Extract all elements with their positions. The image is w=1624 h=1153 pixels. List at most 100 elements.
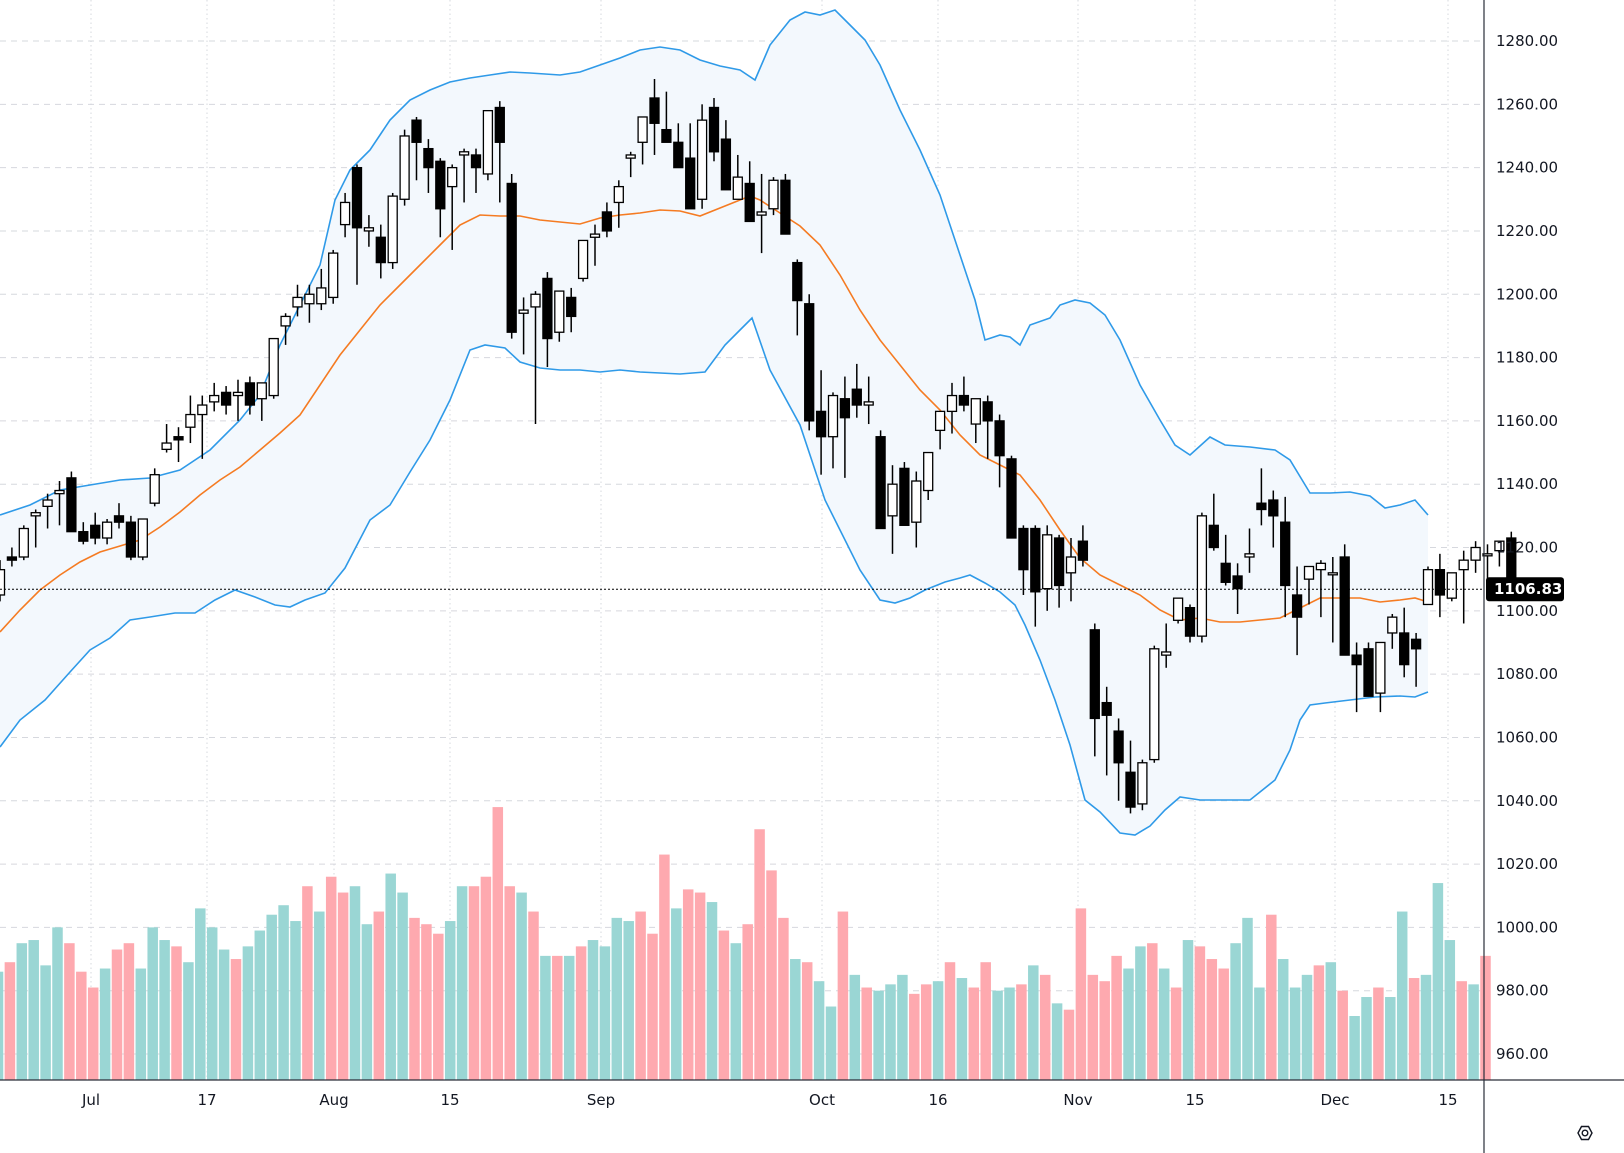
price-axis-label: 1000.00 <box>1496 918 1558 936</box>
candle <box>518 297 529 355</box>
candle <box>1399 607 1410 678</box>
bollinger-upper-band <box>0 9 1429 516</box>
volume-bar <box>433 933 444 1080</box>
volume-bar <box>16 943 28 1080</box>
candle <box>1244 528 1255 573</box>
candle <box>1113 718 1124 801</box>
volume-bar <box>1337 990 1348 1080</box>
volume-bar <box>28 940 39 1080</box>
volume-bar <box>87 987 99 1080</box>
price-axis-label: 1240.00 <box>1496 159 1558 177</box>
candle <box>744 161 755 223</box>
volume-bar <box>992 990 1003 1080</box>
time-axis[interactable]: Jul 17 Aug 15 Sep Oct 16 Nov 15 Dec 15 <box>81 1091 1458 1109</box>
candle <box>101 519 113 545</box>
volume-bar <box>718 930 730 1080</box>
candle <box>1125 740 1136 814</box>
time-axis-label: 17 <box>197 1091 216 1109</box>
candle <box>815 370 827 475</box>
time-axis-label: 15 <box>440 1091 459 1109</box>
volume-bar <box>218 949 230 1080</box>
volume-bar <box>623 921 634 1080</box>
volume-bar <box>1004 987 1015 1080</box>
volume-bar <box>944 962 956 1080</box>
volume-bar <box>504 886 515 1080</box>
candle <box>66 471 77 533</box>
candle <box>280 313 291 345</box>
volume-bar <box>575 946 587 1080</box>
candle <box>375 224 386 279</box>
price-axis-label: 1200.00 <box>1496 285 1558 303</box>
candle <box>54 481 65 526</box>
candle <box>78 522 89 545</box>
volume-bar <box>1444 940 1456 1080</box>
candle <box>339 192 351 238</box>
volume-bar <box>1099 981 1110 1080</box>
price-axis-label: 1220.00 <box>1496 222 1558 240</box>
volume-bar <box>1170 987 1182 1080</box>
volume-bar <box>468 886 480 1080</box>
volume-bar <box>4 962 16 1080</box>
volume-bar <box>754 829 765 1080</box>
volume-bar <box>968 987 980 1080</box>
price-axis-label: 1060.00 <box>1496 728 1558 746</box>
candle <box>1375 641 1386 713</box>
candle <box>780 173 791 235</box>
volume-bar <box>40 965 51 1080</box>
candle <box>1018 525 1029 595</box>
candle <box>625 151 636 178</box>
candle <box>613 180 624 228</box>
candle <box>363 215 375 247</box>
price-axis-label: 1260.00 <box>1496 95 1558 113</box>
volume-bar <box>563 955 575 1080</box>
volume-bar <box>552 955 563 1080</box>
candle <box>1494 540 1505 567</box>
candle <box>1303 565 1315 605</box>
candle <box>185 395 196 444</box>
volume-bar <box>444 921 456 1080</box>
volume-bar <box>397 892 408 1080</box>
volume-bar <box>611 917 623 1080</box>
candle <box>685 123 696 210</box>
volume-bar <box>99 968 111 1080</box>
candle <box>1208 493 1219 551</box>
chart-settings-button[interactable] <box>1570 1118 1600 1148</box>
candle <box>328 249 339 304</box>
candle <box>1410 632 1422 687</box>
candle <box>827 392 839 469</box>
volume-bar <box>1218 968 1229 1080</box>
candle <box>1363 642 1374 697</box>
current-price-tag-background <box>1486 577 1564 602</box>
candle <box>982 395 993 459</box>
price-axis[interactable]: 1280.00 1260.00 1240.00 1220.00 1200.00 1180.… <box>1496 32 1558 1063</box>
volume-bar <box>385 873 396 1080</box>
price-axis-label: 980.00 <box>1496 982 1549 1000</box>
candle <box>1327 556 1338 643</box>
volume-bar <box>647 933 658 1080</box>
candle <box>1137 759 1148 811</box>
time-axis-label: 15 <box>1438 1091 1457 1109</box>
candle <box>1458 550 1469 624</box>
candle <box>589 224 601 266</box>
candle <box>1149 645 1160 763</box>
volume-bar <box>76 971 87 1080</box>
candle <box>506 173 517 339</box>
volume-bar <box>706 902 718 1080</box>
volume-bar <box>349 886 361 1080</box>
candle <box>161 424 172 453</box>
volume-bar <box>813 981 825 1080</box>
candle <box>1256 468 1267 526</box>
price-axis-label: 1160.00 <box>1496 412 1558 430</box>
volume-bar <box>290 921 301 1080</box>
volume-bar <box>302 886 313 1080</box>
candle <box>875 430 886 530</box>
volume-bar <box>540 955 551 1080</box>
price-axis-label: 1100.00 <box>1496 602 1558 620</box>
volume-bar <box>801 962 813 1080</box>
volume-bar <box>516 892 527 1080</box>
volume-bar <box>1408 978 1420 1080</box>
candle <box>661 91 672 143</box>
bollinger-basis-line <box>0 195 1429 633</box>
volume-bar <box>1361 997 1372 1080</box>
